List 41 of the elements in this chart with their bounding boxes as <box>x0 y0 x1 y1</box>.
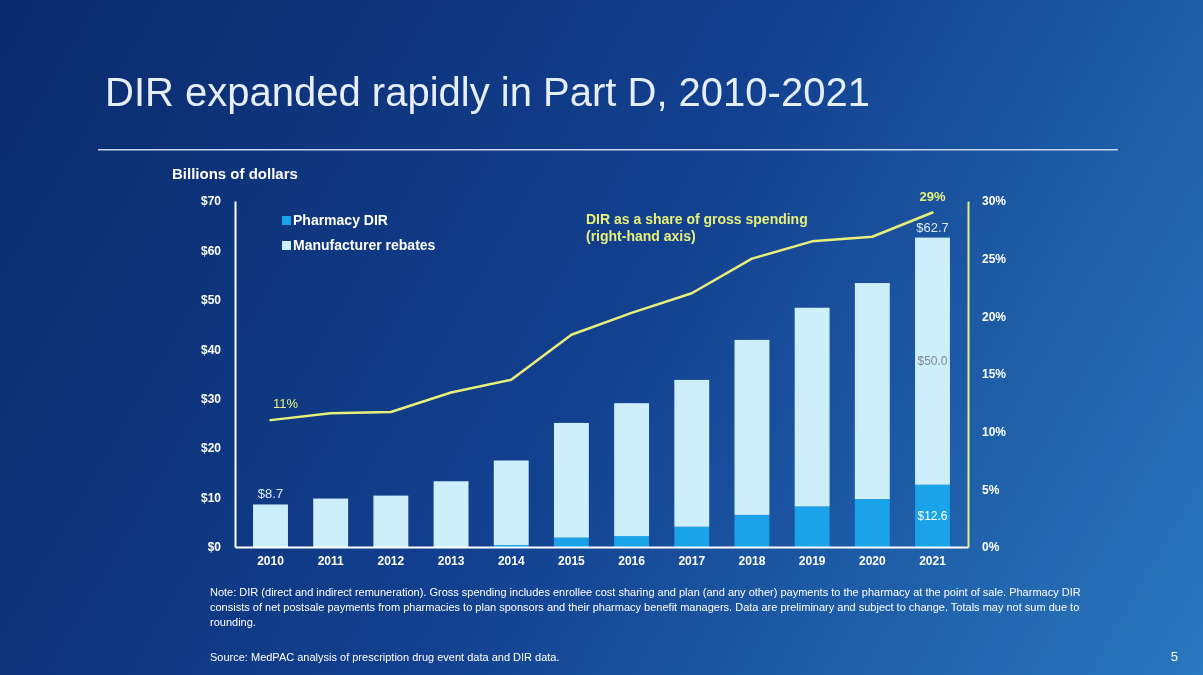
y-tick-label: $40 <box>200 342 222 357</box>
x-tick-label: 2011 <box>317 553 345 568</box>
x-tick-label: 2019 <box>798 553 826 568</box>
data-label: $12.6 <box>917 508 948 523</box>
y2-tick-label: 0% <box>982 540 1000 555</box>
y2-tick-label: 5% <box>982 482 1000 497</box>
y2-tick-label: 25% <box>982 252 1007 267</box>
chart-title: DIR expanded rapidly in Part D, 2010-2021 <box>105 70 870 114</box>
y-tick-label: $0 <box>207 540 222 555</box>
y-tick-label: $50 <box>200 293 222 308</box>
x-tick-label: 2021 <box>919 553 947 568</box>
data-label: $50.0 <box>917 354 948 369</box>
y-tick-label: $70 <box>200 194 222 209</box>
y2-tick-label: 15% <box>982 367 1007 382</box>
y-axis-title: Billions of dollars <box>172 165 298 182</box>
x-tick-label: 2017 <box>678 553 706 568</box>
x-tick-label: 2015 <box>558 553 586 568</box>
text: Note: DIR (direct and indirect remuneration). Gross spending includes enrollee cost sharing and plan (and any other) payments to the pharmacy at the point of sale. Pharmacy DIR consists of net postsale payments from pharmacies to plan sponsors and their pharmacy benefit managers. Data are preliminary and subject to change. Totals may not sum due to rounding. <box>210 585 1082 630</box>
y-tick-label: $10 <box>200 490 222 505</box>
data-label: 29% <box>919 188 946 204</box>
y2-tick-label: 20% <box>982 309 1007 324</box>
y2-tick-label: 10% <box>982 425 1007 440</box>
total-label: $62.7 <box>916 219 949 235</box>
x-tick-label: 2013 <box>437 553 465 568</box>
x-tick-label: 2012 <box>377 553 405 568</box>
legend-label: Manufacturer rebates <box>293 237 436 253</box>
source-note: Source: MedPAC analysis of prescription drug event data and DIR data. <box>210 651 560 663</box>
y-tick-label: $30 <box>200 392 222 407</box>
text: 5 <box>1170 649 1178 664</box>
y2-tick-label: 30% <box>982 194 1007 209</box>
total-label: $8.7 <box>257 486 284 502</box>
y-tick-label: $20 <box>200 441 222 456</box>
x-tick-label: 2018 <box>738 553 766 568</box>
data-label: 11% <box>272 396 299 412</box>
series-label: DIR as a share of gross spending (right-hand axis) <box>586 211 808 244</box>
x-tick-label: 2016 <box>618 553 646 568</box>
y-tick-label: $60 <box>200 243 222 258</box>
x-tick-label: 2014 <box>497 553 525 568</box>
x-tick-label: 2010 <box>257 553 285 568</box>
legend-label: Pharmacy DIR <box>293 212 388 228</box>
x-tick-label: 2020 <box>858 553 886 568</box>
